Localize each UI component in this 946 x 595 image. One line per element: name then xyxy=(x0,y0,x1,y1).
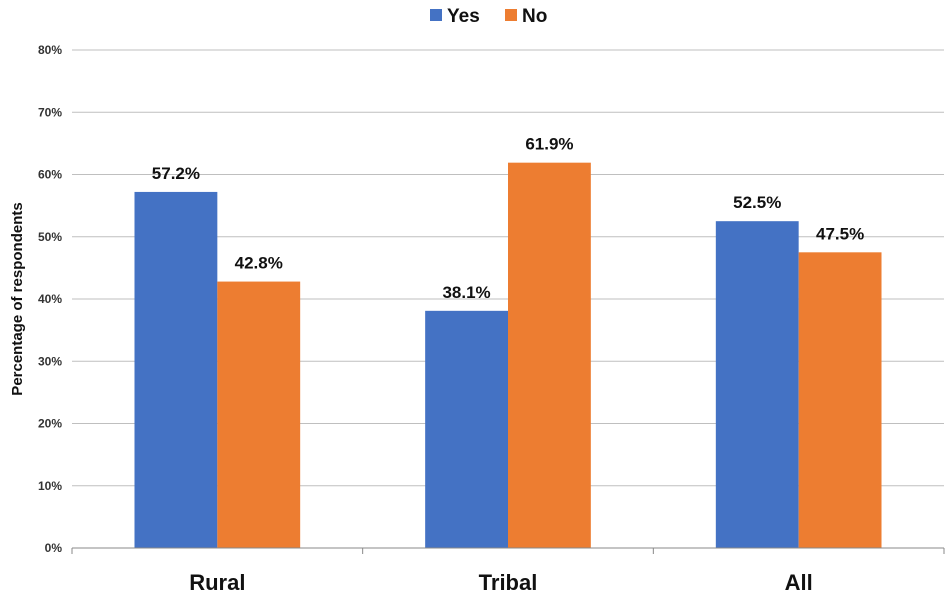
legend-swatch-yes xyxy=(430,9,442,21)
data-label: 42.8% xyxy=(235,254,283,273)
y-tick-label: 0% xyxy=(45,541,63,555)
legend-label-no: No xyxy=(522,6,547,27)
bar-no-rural xyxy=(217,281,301,548)
bar-yes-rural xyxy=(134,191,218,548)
y-tick-label: 20% xyxy=(38,417,62,431)
legend-label-yes: Yes xyxy=(447,6,480,27)
y-tick-label: 60% xyxy=(38,168,62,182)
legend: Yes No xyxy=(430,6,547,27)
data-label: 52.5% xyxy=(733,193,781,212)
bar-yes-all xyxy=(715,221,799,548)
data-label: 61.9% xyxy=(525,135,573,154)
data-label: 47.5% xyxy=(816,224,864,243)
y-tick-label: 10% xyxy=(38,479,62,493)
x-category-label: Tribal xyxy=(479,570,538,595)
bar-no-tribal xyxy=(508,162,591,549)
bar-yes-tribal xyxy=(425,310,508,548)
y-axis-ticks: 0% 10% 20% 30% 40% 50% 60% 70% 80% xyxy=(38,43,62,555)
y-tick-label: 40% xyxy=(38,292,62,306)
y-axis-title: Percentage of respondents xyxy=(9,202,26,395)
bars xyxy=(134,162,882,549)
data-label: 38.1% xyxy=(442,283,490,302)
bar-no-all xyxy=(798,252,882,548)
y-tick-label: 80% xyxy=(38,43,62,57)
y-tick-label: 50% xyxy=(38,230,62,244)
data-label: 57.2% xyxy=(152,164,200,183)
legend-swatch-no xyxy=(505,9,517,21)
y-tick-label: 70% xyxy=(38,105,62,119)
data-labels: 57.2% 42.8% 38.1% 61.9% 52.5% 47.5% xyxy=(152,135,864,302)
x-axis: Rural Tribal All xyxy=(71,547,945,595)
x-category-label: All xyxy=(785,570,813,595)
x-category-label: Rural xyxy=(189,570,245,595)
y-tick-label: 30% xyxy=(38,354,62,368)
